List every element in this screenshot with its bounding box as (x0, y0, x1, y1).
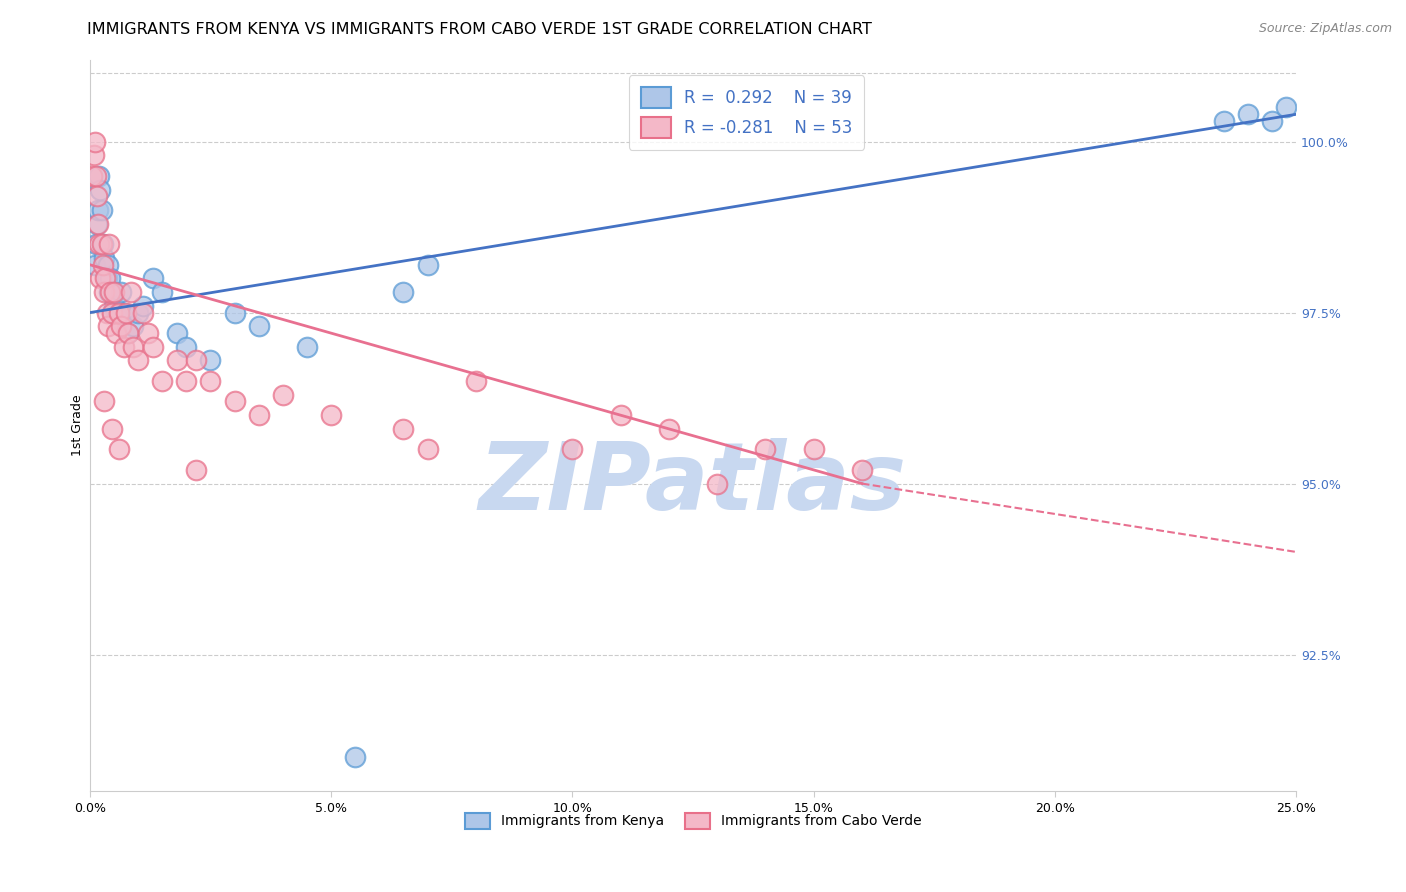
Y-axis label: 1st Grade: 1st Grade (72, 394, 84, 456)
Point (132, 305, 155, 319)
Point (132, 299, 155, 313)
Point (83, 148, 105, 162)
Point (93, 285, 115, 299)
Point (115, 305, 138, 319)
Point (754, 442, 776, 457)
Point (1212, 114, 1234, 128)
Point (392, 422, 415, 436)
Point (127, 305, 149, 319)
Point (83, 135, 105, 149)
Point (110, 285, 132, 299)
Point (83, 258, 105, 272)
Point (200, 374, 222, 388)
Point (150, 374, 173, 388)
Point (100, 305, 122, 319)
Point (100, 422, 122, 436)
Point (176, 340, 198, 354)
Point (89, 169, 111, 183)
Point (184, 463, 207, 477)
Point (87, 202, 110, 217)
Point (122, 319, 145, 334)
Point (224, 305, 246, 319)
Point (122, 340, 145, 354)
Point (93, 394, 115, 409)
Point (82, 169, 104, 183)
Point (344, 750, 367, 764)
Point (107, 442, 129, 457)
Point (706, 476, 728, 491)
Point (658, 422, 681, 436)
Legend: Immigrants from Kenya, Immigrants from Cabo Verde: Immigrants from Kenya, Immigrants from C… (457, 805, 928, 836)
Point (416, 258, 439, 272)
Point (97, 319, 120, 334)
Point (200, 353, 222, 368)
Point (112, 305, 135, 319)
Point (1237, 107, 1260, 121)
Point (117, 326, 139, 340)
Point (100, 305, 122, 319)
Point (84, 169, 107, 183)
Point (94, 271, 117, 285)
Point (101, 285, 124, 299)
Point (176, 374, 198, 388)
Point (97, 258, 120, 272)
Point (117, 326, 139, 340)
Point (96, 271, 118, 285)
Point (141, 340, 163, 354)
Point (271, 387, 294, 401)
Point (105, 326, 128, 340)
Point (609, 408, 631, 422)
Point (98, 271, 121, 285)
Point (295, 340, 318, 354)
Point (166, 353, 188, 368)
Point (319, 408, 342, 422)
Point (89, 271, 111, 285)
Point (103, 285, 125, 299)
Point (89, 237, 111, 252)
Point (90, 202, 112, 217)
Point (91, 258, 114, 272)
Point (127, 353, 149, 368)
Point (224, 394, 246, 409)
Text: Source: ZipAtlas.com: Source: ZipAtlas.com (1258, 22, 1392, 36)
Point (105, 305, 128, 319)
Point (464, 374, 486, 388)
Point (150, 285, 173, 299)
Point (96, 305, 118, 319)
Point (84, 237, 107, 252)
Point (86, 217, 108, 231)
Point (107, 312, 129, 326)
Point (107, 305, 129, 319)
Point (98, 285, 121, 299)
Point (141, 271, 163, 285)
Point (1275, 100, 1298, 114)
Point (120, 285, 142, 299)
Point (166, 326, 188, 340)
Point (392, 285, 415, 299)
Point (87, 217, 110, 231)
Point (93, 251, 115, 265)
Point (803, 442, 825, 457)
Point (416, 442, 439, 457)
Text: IMMIGRANTS FROM KENYA VS IMMIGRANTS FROM CABO VERDE 1ST GRADE CORRELATION CHART: IMMIGRANTS FROM KENYA VS IMMIGRANTS FROM… (87, 22, 872, 37)
Point (86, 189, 108, 203)
Point (247, 319, 270, 334)
Point (89, 182, 111, 196)
Point (136, 326, 159, 340)
Point (184, 353, 207, 368)
Text: ZIPatlas: ZIPatlas (479, 438, 907, 530)
Point (561, 442, 583, 457)
Point (98, 237, 121, 252)
Point (91, 237, 114, 252)
Point (90, 237, 112, 252)
Point (247, 408, 270, 422)
Point (110, 319, 132, 334)
Point (103, 299, 125, 313)
Point (851, 463, 873, 477)
Point (112, 340, 135, 354)
Point (1261, 114, 1284, 128)
Point (98, 285, 121, 299)
